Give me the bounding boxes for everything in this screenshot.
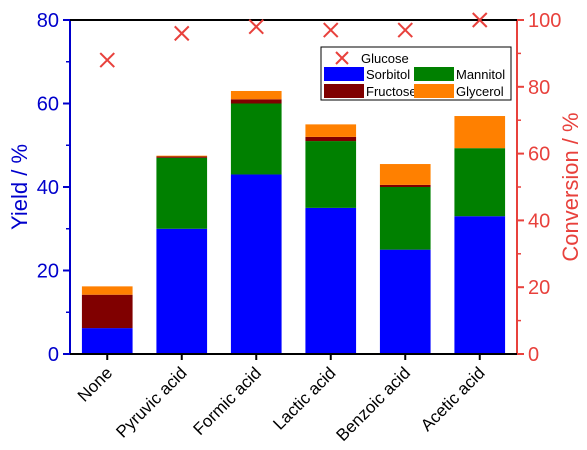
x-tick-label: None	[74, 363, 116, 405]
bar-mannitol-4	[379, 187, 431, 250]
right-tick-label: 40	[528, 210, 550, 232]
bar-mannitol-1	[156, 157, 208, 229]
bar-fructose-4	[379, 184, 431, 187]
left-tick-label: 20	[37, 261, 59, 283]
y-axis-title: Yield / %	[7, 144, 32, 230]
marker-stroke	[248, 18, 264, 35]
legend-label-fructose: Fructose	[366, 84, 417, 99]
legend-label-glucose: Glucose	[361, 51, 409, 66]
x-tick-label: Lactic acid	[269, 363, 339, 433]
bar-mannitol-5	[454, 148, 506, 217]
bar-sorbitol-5	[454, 216, 506, 354]
legend-swatch-glycerol	[414, 84, 454, 98]
conversion-marker-1	[174, 25, 190, 42]
x-tick-label: Benzoic acid	[332, 363, 414, 445]
conversion-marker-4	[397, 22, 413, 38]
legend-swatch-sorbitol	[324, 67, 364, 81]
conversion-marker-5	[472, 12, 488, 28]
bar-glycerol-2	[230, 90, 282, 100]
bars-layer	[81, 90, 506, 354]
marker-stroke	[472, 12, 488, 28]
bar-sorbitol-4	[379, 249, 431, 354]
right-tick-label: 100	[528, 10, 561, 32]
bar-fructose-0	[81, 294, 133, 329]
bar-fructose-1	[156, 156, 208, 158]
bar-sorbitol-2	[230, 174, 282, 354]
x-tick-label: Pyruvic acid	[112, 363, 190, 441]
left-tick-label: 0	[48, 344, 59, 366]
bar-sorbitol-3	[305, 207, 357, 354]
left-tick-label: 60	[37, 94, 59, 116]
right-tick-label: 80	[528, 77, 550, 99]
marker-stroke	[397, 22, 413, 38]
legend-label-sorbitol: Sorbitol	[366, 67, 410, 82]
bar-mannitol-3	[305, 141, 357, 208]
bar-glycerol-1	[156, 155, 208, 157]
right-tick-label: 20	[528, 277, 550, 299]
right-tick-label: 0	[528, 344, 539, 366]
left-tick-label: 40	[37, 177, 59, 199]
x-tick-label: Acetic acid	[417, 363, 489, 435]
legend-label-glycerol: Glycerol	[456, 84, 504, 99]
conversion-markers-layer	[99, 12, 488, 68]
legend-swatch-mannitol	[414, 67, 454, 81]
legend-glucose-marker	[335, 51, 349, 65]
legend-label-mannitol: Mannitol	[456, 67, 505, 82]
conversion-marker-0	[99, 52, 115, 68]
bar-glycerol-3	[305, 124, 357, 137]
conversion-marker-2	[248, 18, 264, 35]
bar-glycerol-5	[454, 116, 506, 149]
right-tick-label: 60	[528, 144, 550, 166]
x-tick-label: Formic acid	[190, 363, 266, 439]
bar-glycerol-4	[379, 164, 431, 185]
marker-stroke	[335, 51, 349, 65]
left-tick-label: 80	[37, 10, 59, 32]
legend-swatch-fructose	[324, 84, 364, 98]
bar-sorbitol-0	[81, 328, 133, 354]
bar-glycerol-0	[81, 286, 133, 295]
marker-stroke	[174, 25, 190, 42]
conversion-marker-3	[323, 22, 339, 38]
marker-stroke	[99, 52, 115, 68]
bar-fructose-3	[305, 136, 357, 142]
bar-mannitol-2	[230, 103, 282, 175]
marker-stroke	[323, 22, 339, 38]
bar-fructose-2	[230, 99, 282, 104]
bar-sorbitol-1	[156, 228, 208, 354]
y2-axis-title: Conversion / %	[558, 112, 583, 261]
